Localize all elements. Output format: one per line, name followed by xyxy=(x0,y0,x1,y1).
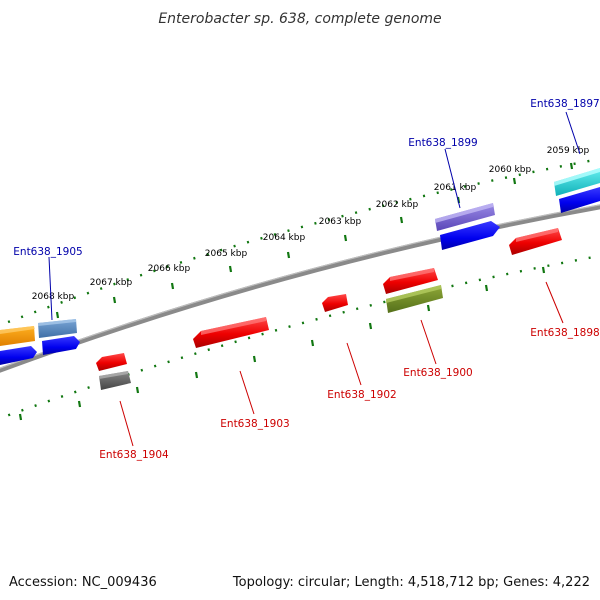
inner-scale-ring xyxy=(0,254,600,421)
label-leader-lines xyxy=(48,111,581,447)
gene-label[interactable]: Ent638_1897 xyxy=(530,98,599,110)
genome-backbone xyxy=(0,204,600,373)
genome-backbone-highlight xyxy=(0,204,600,369)
gene-feature-ent638-1904[interactable] xyxy=(96,353,127,371)
gene-label[interactable]: Ent638_1898 xyxy=(530,327,599,339)
scale-label: 2060 kbp xyxy=(489,165,532,175)
gene-label[interactable]: Ent638_1905 xyxy=(13,246,82,258)
forward-strand-genes xyxy=(0,168,600,365)
gene-feature-ent638-1899[interactable] xyxy=(435,203,495,231)
scale-label: 2063 kbp xyxy=(319,217,362,227)
gene-feature-ent638-1905[interactable] xyxy=(38,319,77,338)
scale-label: 2064 kbp xyxy=(263,233,306,243)
scale-label: 2059 kbp xyxy=(547,146,590,156)
genome-title: Enterobacter sp. 638, complete genome xyxy=(158,11,441,27)
gene-feature[interactable] xyxy=(0,326,35,346)
gene-feature-ent638-1902[interactable] xyxy=(322,294,348,312)
gene-label[interactable]: Ent638_1899 xyxy=(408,137,477,149)
gene-label[interactable]: Ent638_1902 xyxy=(327,389,396,401)
gene-feature[interactable] xyxy=(559,187,600,213)
gene-feature-ent638-1900[interactable] xyxy=(383,268,438,294)
gene-labels: Ent638_1897 Ent638_1899 Ent638_1905 Ent6… xyxy=(13,98,599,461)
gene-feature[interactable] xyxy=(0,346,37,365)
gene-feature[interactable] xyxy=(99,371,131,390)
gene-feature-ent638-1898[interactable] xyxy=(509,228,562,255)
gene-feature[interactable] xyxy=(440,221,500,250)
gene-label[interactable]: Ent638_1900 xyxy=(403,367,472,379)
gene-feature-ent638-1903[interactable] xyxy=(193,317,269,348)
scale-label: 2066 kbp xyxy=(148,264,191,274)
outer-scale-ring xyxy=(0,157,600,327)
gene-label[interactable]: Ent638_1904 xyxy=(99,449,169,461)
reverse-strand-genes xyxy=(96,228,562,390)
scale-label: 2068 kbp xyxy=(32,292,75,302)
scale-label: 2065 kbp xyxy=(205,249,248,259)
scale-label: 2067 kbp xyxy=(90,278,133,288)
gene-feature[interactable] xyxy=(386,285,443,313)
gene-feature[interactable] xyxy=(42,336,80,355)
gene-feature-ent638-1897[interactable] xyxy=(554,168,600,196)
scale-label: 2062 kbp xyxy=(376,200,419,210)
gene-label[interactable]: Ent638_1903 xyxy=(220,418,289,430)
accession-text: Accession: NC_009436 xyxy=(9,575,157,590)
genome-stats-text: Topology: circular; Length: 4,518,712 bp… xyxy=(232,575,590,590)
